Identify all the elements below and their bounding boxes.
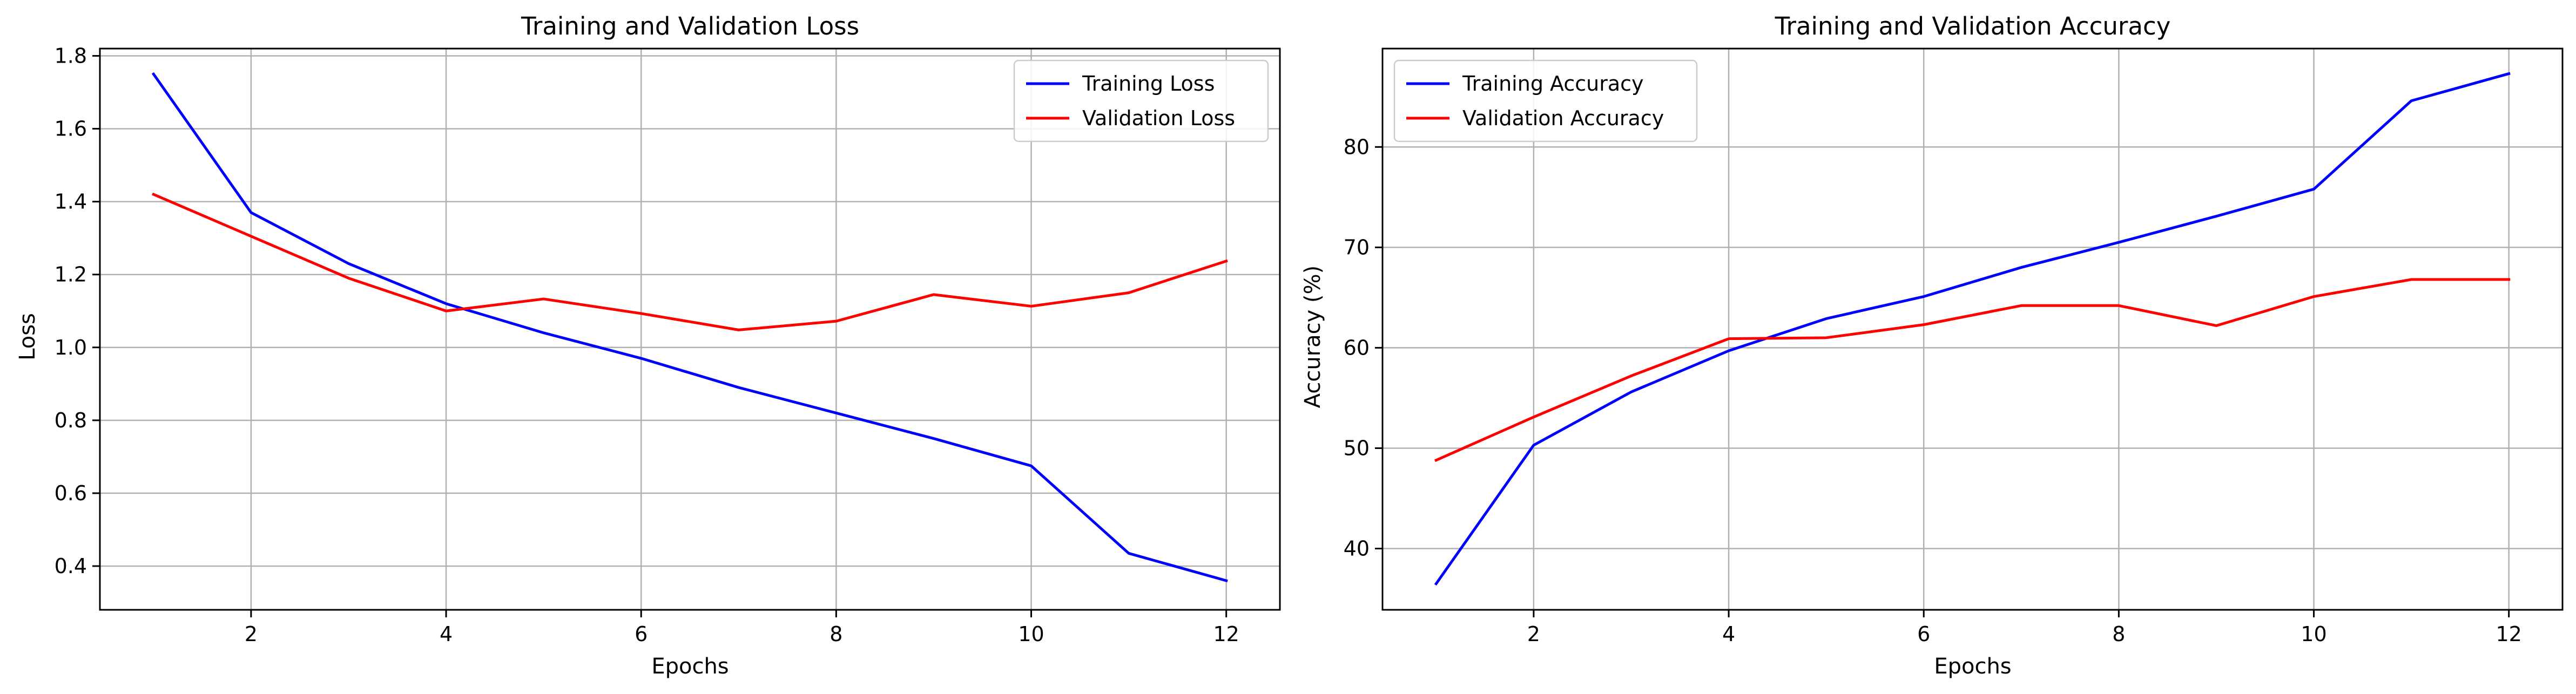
loss-series-line-1 [151,72,1228,583]
loss-legend-label-1: Training Loss [1082,72,1215,96]
loss-ytick-label: 1.6 [55,117,87,141]
loss-xtick-label: 12 [1213,622,1239,646]
loss-chart: Training and Validation Loss Epochs Loss… [15,12,1281,679]
loss-xtick-label: 8 [830,622,842,646]
accuracy-chart: Training and Validation Accuracy Epochs … [1300,12,2564,679]
accuracy-legend [1393,59,1698,142]
accuracy-legend-label-2: Validation Accuracy [1462,106,1664,130]
loss-plot-frame [99,47,1281,611]
accuracy-chart-title: Training and Validation Accuracy [1775,12,2171,40]
accuracy-xtick-label: 10 [2301,622,2327,646]
accuracy-chart-xlabel: Epochs [1934,654,2011,679]
accuracy-plot-frame [1381,47,2564,611]
loss-series-line-2 [152,192,1228,331]
loss-xtick-label: 2 [245,622,258,646]
loss-ytick-label: 0.4 [55,554,87,578]
loss-xtick-label: 10 [1018,622,1044,646]
loss-ytick-label: 1.0 [55,336,87,359]
accuracy-ytick-label: 50 [1344,436,1370,460]
loss-chart-title: Training and Validation Loss [521,12,859,40]
loss-ytick-label: 0.8 [55,409,87,432]
loss-ytick-label: 1.8 [55,44,87,68]
accuracy-xtick-label: 2 [1527,622,1540,646]
accuracy-ytick-label: 80 [1344,135,1370,159]
accuracy-series-line-1 [1434,72,2511,586]
accuracy-ytick-label: 40 [1344,537,1370,561]
accuracy-legend-label-1: Training Accuracy [1462,72,1644,96]
loss-xtick-label: 6 [635,622,648,646]
accuracy-ytick-label: 70 [1344,235,1370,259]
loss-ytick-label: 1.4 [55,190,87,214]
accuracy-chart-ylabel: Accuracy (%) [1300,266,1325,409]
loss-chart-ylabel: Loss [15,313,40,360]
loss-legend-label-2: Validation Loss [1082,106,1235,130]
accuracy-xtick-label: 4 [1722,622,1735,646]
accuracy-ytick-label: 60 [1344,336,1370,359]
loss-chart-xlabel: Epochs [651,654,729,679]
accuracy-xtick-label: 12 [2496,622,2522,646]
accuracy-xtick-label: 8 [2112,622,2125,646]
accuracy-series-line-2 [1434,278,2511,462]
loss-legend [1013,59,1269,142]
loss-ytick-label: 0.6 [55,481,87,505]
loss-xtick-label: 4 [440,622,453,646]
accuracy-xtick-label: 6 [1917,622,1930,646]
loss-ytick-label: 1.2 [55,263,87,287]
